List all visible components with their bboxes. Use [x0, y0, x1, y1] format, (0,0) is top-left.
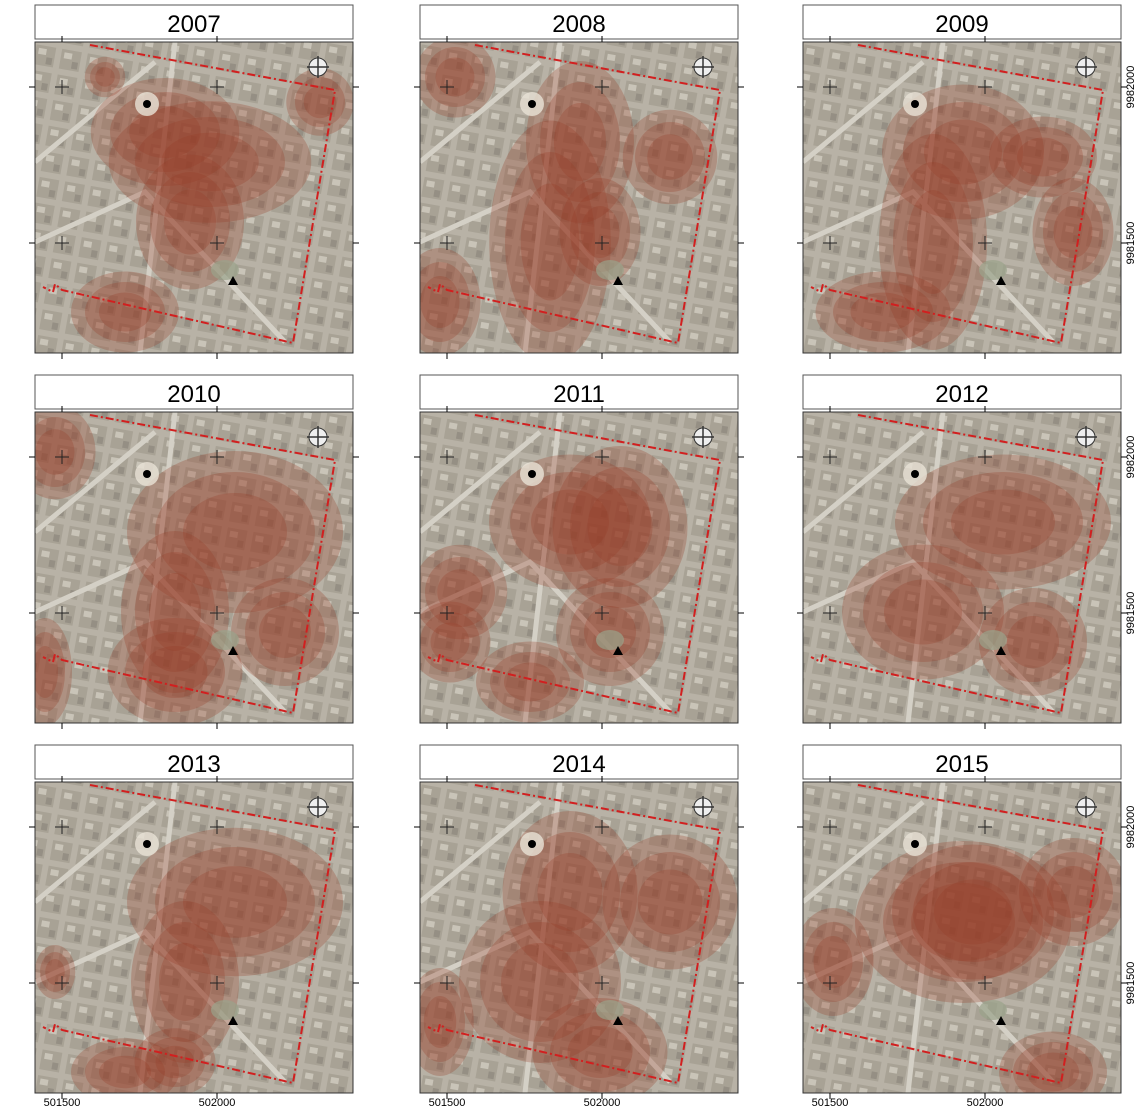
- map-area: [803, 412, 1121, 723]
- park: [211, 1000, 239, 1020]
- map-area: [15, 405, 354, 726]
- park: [596, 1000, 624, 1020]
- landmark-circle: [143, 840, 151, 848]
- map-area: [35, 782, 353, 1106]
- x-axis-label: 502000: [967, 1097, 1004, 1109]
- density-hotspot: [95, 67, 115, 87]
- park: [596, 260, 624, 280]
- map-area: [793, 782, 1128, 1112]
- map-panel: 2008: [400, 5, 745, 364]
- map-figure: 2007 2008 2009 9982000 9981500 2010 2011 2012 99…: [0, 0, 1140, 1112]
- y-axis-label: 9982000: [1125, 436, 1137, 479]
- landmark-circle: [143, 100, 151, 108]
- x-axis-label: 502000: [584, 1097, 621, 1109]
- y-axis-label: 9982000: [1125, 66, 1137, 109]
- landmark-circle: [528, 470, 536, 478]
- map-panel: 2012 9982000 9981500: [797, 375, 1137, 729]
- density-hotspot: [1054, 206, 1093, 258]
- panel-title: 2013: [167, 751, 220, 778]
- density-hotspot: [638, 870, 703, 935]
- panel-title: 2009: [935, 11, 988, 38]
- density-hotspot: [99, 293, 151, 332]
- density-hotspot: [259, 606, 311, 658]
- map-panel: 2013 501500 502000: [29, 745, 359, 1109]
- density-hotspot: [149, 573, 201, 651]
- panel-title: 2010: [167, 381, 220, 408]
- density-hotspot: [588, 488, 653, 566]
- landmark-circle: [911, 100, 919, 108]
- x-axis-label: 501500: [429, 1097, 466, 1109]
- x-axis-label: 502000: [199, 1097, 236, 1109]
- density-hotspot: [951, 490, 1055, 555]
- density-hotspot: [431, 623, 470, 662]
- density-hotspot: [647, 134, 693, 180]
- landmark-circle: [143, 470, 151, 478]
- map-area: [803, 42, 1121, 353]
- panel-title: 2014: [552, 751, 605, 778]
- density-hotspot: [436, 58, 475, 97]
- map-panel: 2007: [29, 5, 359, 359]
- density-hotspot: [36, 429, 75, 475]
- map-panel: 2015 501500 502000 9982000 9981500: [793, 745, 1138, 1112]
- density-hotspot: [1047, 866, 1099, 918]
- panel-title: 2008: [552, 11, 605, 38]
- density-hotspot: [884, 580, 962, 645]
- park: [979, 260, 1007, 280]
- density-hotspot: [934, 880, 1012, 945]
- map-panel: 2010: [15, 375, 360, 729]
- panel-title: 2011: [553, 381, 605, 408]
- map-panel: 2014 501500 502000: [406, 745, 744, 1109]
- density-hotspot: [581, 206, 620, 258]
- density-hotspot: [1017, 138, 1069, 177]
- density-hotspot: [424, 996, 457, 1048]
- map-panel: 2011: [410, 375, 745, 729]
- y-axis-label: 9981500: [1125, 962, 1137, 1005]
- density-hotspot: [814, 936, 853, 988]
- map-area: [410, 412, 739, 723]
- map-area: [35, 42, 354, 353]
- density-hotspot: [32, 646, 58, 698]
- panel-title: 2012: [935, 381, 988, 408]
- park: [979, 630, 1007, 650]
- park: [211, 630, 239, 650]
- park: [979, 1000, 1007, 1020]
- x-axis-label: 501500: [812, 1097, 849, 1109]
- y-axis-label: 9981500: [1125, 222, 1137, 265]
- density-hotspot: [159, 943, 211, 1021]
- density-hotspot: [851, 293, 916, 332]
- landmark-circle: [528, 840, 536, 848]
- x-axis-label: 501500: [44, 1097, 81, 1109]
- density-hotspot: [1027, 1053, 1079, 1092]
- density-hotspot: [156, 1046, 195, 1079]
- map-area: [406, 782, 738, 1106]
- y-axis-label: 9982000: [1125, 806, 1137, 849]
- panel-title: 2015: [935, 751, 988, 778]
- park: [211, 260, 239, 280]
- density-hotspot: [421, 276, 460, 328]
- density-hotspot: [129, 106, 201, 158]
- panel-title: 2007: [167, 11, 220, 38]
- landmark-circle: [911, 840, 919, 848]
- map-area: [400, 37, 739, 364]
- park: [596, 630, 624, 650]
- landmark-circle: [911, 470, 919, 478]
- density-hotspot: [164, 190, 216, 255]
- density-hotspot: [504, 663, 556, 702]
- y-axis-label: 9981500: [1125, 592, 1137, 635]
- density-hotspot: [1007, 616, 1059, 668]
- landmark-circle: [528, 100, 536, 108]
- map-panel: 2009 9982000 9981500: [797, 5, 1137, 359]
